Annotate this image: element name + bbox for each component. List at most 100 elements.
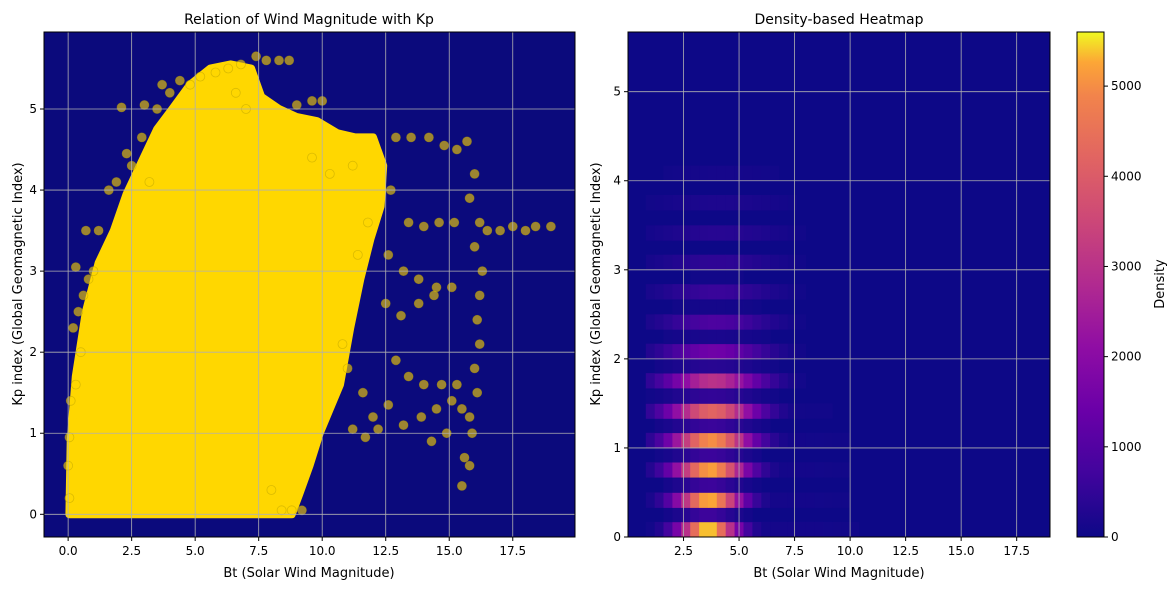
heatmap-cell [796,254,806,271]
heatmap-cell [699,478,709,493]
heatmap-cell [770,389,780,404]
scatter-point [210,67,221,78]
scatter-point [121,148,132,159]
heatmap-cell [708,254,718,271]
colorbar-tick-label: 2000 [1111,350,1142,364]
scatter-point [373,424,384,435]
heatmap-cell [716,254,726,271]
heatmap-panel: Density-based Heatmap 2.5 5.0 7.5 10.0 12.5 1… [589,12,1051,581]
heatmap-cell [699,269,709,285]
scatter-point [296,505,307,516]
heatmap-cell [663,329,673,345]
heatmap-cell [672,300,682,315]
heatmap-cell [770,403,780,419]
scatter-point [403,217,414,228]
heatmap-cell [770,358,780,374]
heatmap-cell [690,492,700,508]
heatmap-cell [654,432,664,449]
heatmap-cell [725,314,735,330]
colorbar-label: Density [1153,259,1168,309]
heatmap-cell [743,358,753,374]
heatmap-cell [832,432,842,449]
heatmap-cell [708,284,718,300]
scatter-x-tick-label: 15.0 [436,544,463,558]
heatmap-cell [716,389,726,404]
heatmap-cell [823,521,833,537]
scatter-panel: Relation of Wind Magnitude with Kp 0.0 2.… [11,12,576,581]
scatter-point [406,132,417,143]
heatmap-cell [725,432,735,449]
scatter-y-tick-label: 5 [29,102,37,116]
heatmap-cell [796,373,806,389]
heatmap-cell [725,462,735,478]
heatmap-cell [699,389,709,404]
heatmap-axes-frame [627,31,1051,538]
heatmap-cell [814,521,824,537]
heatmap-title: Density-based Heatmap [754,12,923,28]
heatmap-cell [663,492,673,508]
heatmap-cell [672,462,682,478]
scatter-x-tick-label: 17.5 [499,544,526,558]
scatter-point [423,132,434,143]
heatmap-cell [645,389,655,404]
heatmap-cell [654,389,664,404]
heatmap-cell [770,373,780,389]
heatmap-cell [716,269,726,285]
heatmap-cell [752,403,762,419]
scatter-point [307,96,317,106]
heatmap-cell [841,492,851,508]
heatmap-cell [708,389,718,404]
heatmap-cell [672,314,682,330]
heatmap-cell [699,165,709,181]
heatmap-cell [708,329,718,345]
heatmap-cell [690,447,700,463]
scatter-x-tick-label: 7.5 [249,544,268,558]
scatter-point [383,249,394,260]
heatmap-cell [681,284,691,300]
heatmap-cell [725,478,735,493]
heatmap-cell [681,389,691,404]
heatmap-cell [716,507,726,523]
heatmap-cell [672,284,682,300]
scatter-point [413,274,424,285]
heatmap-cell [716,403,726,419]
heatmap-cell [832,521,842,537]
scatter-x-ticks: 0.0 2.5 5.0 7.5 10.0 12.5 15.0 17.5 [59,537,526,558]
heatmap-cell [681,329,691,345]
heatmap-cell [752,343,762,360]
scatter-point [431,403,442,414]
heatmap-cell [654,254,664,271]
heatmap-cell [716,358,726,374]
heatmap-cell [708,165,718,181]
scatter-y-tick-label: 2 [29,345,37,359]
heatmap-cell [752,462,762,478]
heatmap-cell [752,225,762,241]
heatmap-cell [823,492,833,508]
heatmap-cell [787,343,798,360]
heatmap-cell [770,254,780,271]
heatmap-cell [663,373,673,389]
heatmap-cell [699,373,709,389]
heatmap-cell [672,521,682,537]
heatmap-cell [770,492,780,508]
heatmap-cell [761,165,771,181]
heatmap-cell [681,300,691,315]
heatmap-cell [752,389,762,404]
heatmap-cell [805,521,815,537]
heatmap-cell [725,269,735,285]
scatter-point [456,403,467,414]
scatter-dense-region [65,60,388,519]
scatter-point [284,55,295,66]
heatmap-cell [761,329,771,345]
heatmap-cell [654,314,664,330]
heatmap-cell [663,478,673,493]
heatmap-cell [752,195,762,211]
heatmap-cell [699,447,709,463]
heatmap-cell [708,403,718,419]
heatmap-cell [681,507,691,523]
heatmap-cell [743,507,753,523]
heatmap-cell [752,358,762,374]
heatmap-cell [681,478,691,493]
heatmap-cell [645,403,655,419]
scatter-point [368,412,378,422]
